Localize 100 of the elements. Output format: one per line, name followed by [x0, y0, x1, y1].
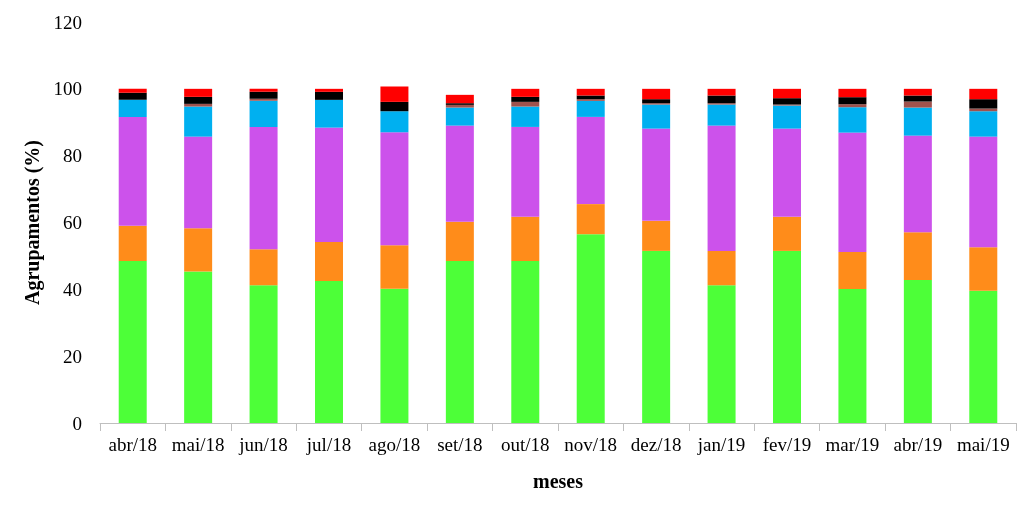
bar [445, 260, 474, 423]
bar [249, 249, 278, 286]
bar [903, 135, 932, 233]
bar [184, 271, 213, 423]
bar [903, 88, 932, 96]
bar [707, 95, 736, 104]
bar [249, 126, 278, 250]
bar [445, 107, 474, 126]
bar [315, 99, 343, 128]
bar [903, 107, 932, 136]
x-tick-label: jun/18 [238, 434, 288, 455]
bar [184, 88, 213, 97]
bar [118, 88, 147, 93]
bar [838, 88, 867, 98]
bar [969, 88, 998, 100]
bar [315, 241, 343, 281]
bar [118, 260, 147, 423]
y-tick-label: 40 [63, 278, 82, 300]
bar [511, 216, 540, 261]
bar [380, 111, 409, 133]
bar [249, 98, 278, 101]
x-tick-label: jul/18 [305, 434, 352, 455]
bar [380, 86, 409, 102]
bar [903, 279, 932, 423]
bar [642, 99, 671, 104]
bar [249, 100, 278, 127]
y-tick-label: 20 [63, 345, 82, 367]
x-tick-label: abr/19 [893, 434, 943, 455]
bar [249, 91, 278, 99]
bar [969, 99, 998, 109]
bar [249, 285, 278, 423]
x-tick-label: abr/18 [108, 434, 157, 455]
bar [184, 96, 213, 104]
bar [838, 107, 867, 133]
bar [969, 136, 998, 248]
bar [249, 88, 278, 92]
bar [773, 216, 801, 251]
x-axis-title: meses [533, 470, 584, 492]
bar [773, 128, 801, 217]
bar [642, 250, 671, 423]
bar [773, 98, 801, 105]
y-tick-label: 120 [53, 11, 82, 33]
bar [380, 245, 409, 289]
bar [773, 88, 801, 99]
x-tick-label: out/18 [501, 434, 550, 455]
x-tick-label: mar/19 [825, 434, 880, 455]
bar [511, 106, 540, 127]
bar [969, 111, 998, 137]
bar [315, 127, 343, 242]
bar [642, 104, 671, 129]
bar [380, 288, 409, 423]
bar [576, 100, 605, 117]
bar [903, 101, 932, 108]
x-tick-label: dez/18 [630, 434, 682, 455]
bar [184, 136, 213, 229]
bar [838, 132, 867, 252]
bar [642, 88, 671, 100]
bar [838, 104, 867, 108]
x-tick-label: ago/18 [368, 434, 421, 455]
bar [773, 250, 801, 423]
x-tick-label: mai/18 [171, 434, 225, 455]
bar [184, 106, 213, 137]
bar [707, 104, 736, 126]
bar [315, 91, 343, 100]
y-tick-label: 60 [63, 212, 82, 233]
bar [969, 247, 998, 291]
bar [838, 251, 867, 289]
x-tick-label: fev/19 [762, 434, 812, 455]
bar [511, 260, 540, 423]
bar [118, 225, 147, 261]
y-axis-title: Agrupamentos (%) [21, 140, 44, 305]
bar [118, 92, 147, 100]
bar [315, 88, 343, 92]
bar [707, 285, 736, 423]
bar [118, 116, 147, 226]
bar [511, 96, 540, 102]
x-tick-label: set/18 [437, 434, 483, 455]
bar [184, 228, 213, 272]
bar [184, 103, 213, 107]
bar [838, 97, 867, 105]
bar [118, 99, 147, 117]
bar [511, 88, 540, 97]
bar [903, 232, 932, 280]
bar [576, 88, 605, 96]
bar [969, 290, 998, 423]
bar [707, 125, 736, 251]
bar [707, 88, 736, 96]
y-tick-label: 100 [53, 78, 82, 100]
bar [576, 234, 605, 423]
x-tick-label: mai/19 [956, 434, 1010, 455]
bar [707, 250, 736, 286]
bar [445, 221, 474, 261]
bar [445, 125, 474, 222]
bar [773, 105, 801, 129]
bar [576, 204, 605, 235]
bar [576, 116, 605, 205]
x-tick-label: jan/19 [696, 434, 746, 455]
bar [903, 95, 932, 102]
bar [511, 126, 540, 217]
bar [642, 220, 671, 251]
